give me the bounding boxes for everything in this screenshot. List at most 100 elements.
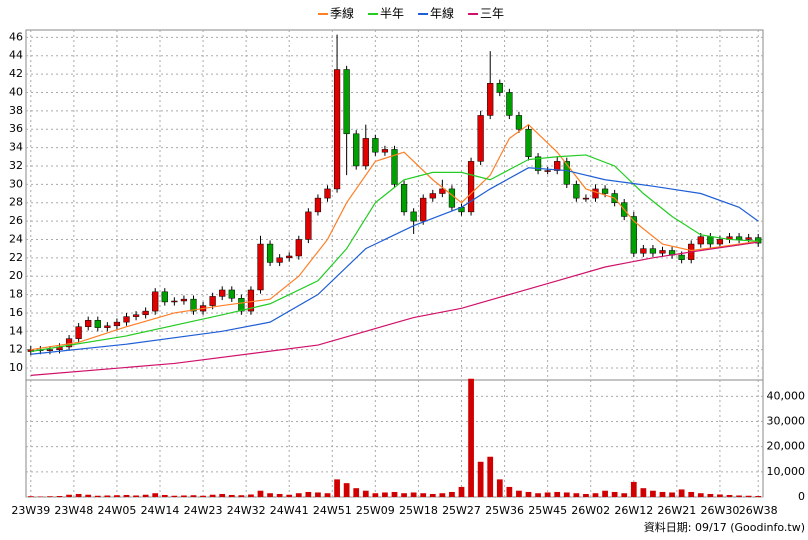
candle-body: [755, 237, 762, 244]
y-tick-label: 10: [9, 361, 23, 374]
candle-body: [429, 193, 436, 199]
y-tick-label: 14: [9, 324, 23, 337]
candle-body: [209, 296, 216, 306]
candle-body: [735, 236, 743, 240]
volume-bar: [755, 495, 762, 497]
volume-bar: [506, 486, 513, 497]
volume-bar: [209, 494, 216, 497]
candle-body: [573, 184, 580, 199]
volume-bar: [583, 493, 589, 497]
candle-body: [372, 138, 379, 153]
volume-bar: [544, 492, 551, 497]
candle-body: [544, 170, 551, 172]
ma-line: [30, 167, 759, 355]
volume-bar: [429, 493, 436, 497]
y-tick-label: 16: [9, 306, 23, 319]
y-tick-label: 28: [9, 196, 23, 209]
volume-bar: [468, 378, 474, 497]
candle-body: [697, 236, 704, 245]
volume-bar: [726, 494, 733, 497]
volume-tick-label: 40,000: [767, 389, 806, 402]
volume-bar: [315, 492, 321, 497]
volume-bar: [276, 493, 283, 497]
candle-body: [678, 254, 685, 260]
x-tick-label: 24W41: [270, 504, 309, 517]
volume-bar: [343, 483, 350, 497]
candle-body: [745, 237, 752, 240]
ma-line: [30, 154, 759, 353]
candle-body: [448, 188, 456, 208]
volume-tick-label: 20,000: [767, 440, 806, 453]
volume-bar: [707, 493, 714, 497]
volume-bar: [611, 491, 618, 497]
y-tick-label: 18: [9, 288, 23, 301]
volume-bar: [410, 492, 417, 497]
y-tick-label: 40: [9, 85, 23, 98]
volume-bar: [123, 494, 130, 497]
candle-body: [525, 128, 532, 158]
candle-body: [46, 349, 54, 351]
volume-bar: [745, 495, 752, 497]
ma-line: [30, 123, 759, 351]
candle-body: [630, 216, 637, 254]
volume-bar: [621, 493, 628, 497]
volume-bar: [104, 495, 111, 497]
volume-bar: [496, 479, 503, 497]
volume-bar: [114, 495, 120, 497]
candle-body: [85, 320, 92, 327]
candle-body: [554, 161, 561, 171]
y-tick-label: 22: [9, 251, 23, 264]
volume-bar: [228, 494, 235, 497]
volume-bar: [267, 493, 273, 497]
volume-bar: [142, 494, 149, 497]
candle-body: [534, 156, 542, 171]
candle-body: [75, 326, 82, 339]
candle-body: [266, 243, 274, 263]
candle-body: [659, 250, 666, 254]
y-tick-label: 24: [9, 232, 23, 245]
candle-body: [467, 161, 475, 213]
volume-bar: [391, 491, 398, 497]
y-tick-label: 46: [9, 30, 23, 43]
volume-bar: [353, 488, 360, 497]
volume-bar: [171, 495, 178, 497]
candle-body: [515, 115, 523, 130]
volume-bar: [477, 461, 484, 497]
volume-bar: [238, 495, 245, 497]
x-tick-label: 24W23: [184, 504, 223, 517]
volume-bar: [66, 494, 72, 497]
candle-body: [314, 197, 322, 213]
candle-body: [707, 236, 714, 245]
volume-bar: [161, 494, 168, 497]
candle-body: [161, 291, 168, 303]
footer: 資料日期: 09/17 (Goodinfo.tw): [644, 520, 805, 534]
candle-body: [477, 115, 484, 162]
candle-body: [487, 83, 494, 116]
volume-bar: [717, 494, 723, 497]
candle-body: [592, 188, 599, 199]
x-tick-label: 25W36: [485, 504, 524, 517]
volume-bar: [286, 494, 293, 497]
candle-body: [104, 325, 111, 328]
volume-bar: [592, 493, 599, 497]
volume-bar: [334, 479, 340, 497]
candle-body: [180, 298, 188, 302]
candle-body: [439, 188, 446, 194]
candle-body: [219, 289, 226, 297]
volume-bar: [736, 495, 742, 497]
y-tick-label: 20: [9, 269, 23, 282]
legend-text: 三年: [480, 7, 504, 21]
volume-bar: [305, 491, 312, 497]
volume-bar: [458, 486, 465, 497]
x-tick-label: 25W45: [528, 504, 567, 517]
volume-bar: [573, 493, 580, 497]
candle-body: [716, 239, 724, 245]
volume-bar: [630, 481, 637, 497]
candle-body: [649, 248, 657, 254]
volume-bar: [382, 492, 388, 497]
volume-bar: [94, 495, 101, 497]
volume-bar: [190, 495, 197, 497]
candle-body: [142, 310, 149, 316]
candle-body: [391, 149, 398, 185]
